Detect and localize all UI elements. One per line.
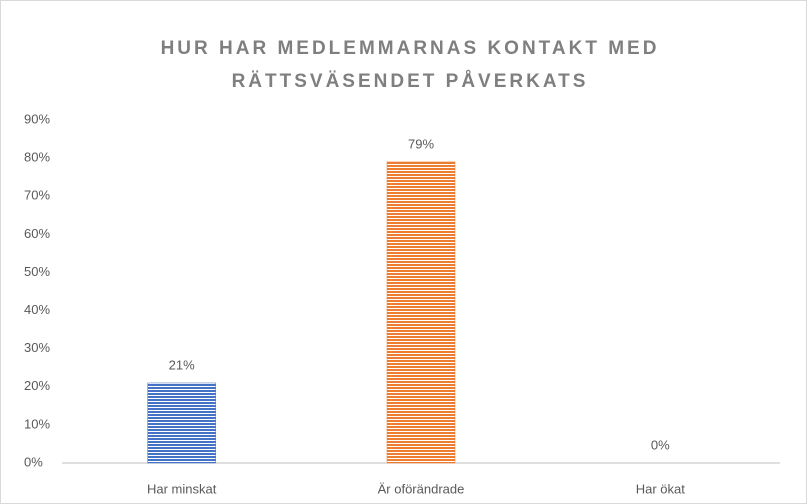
y-tick-label: 60% <box>24 226 50 241</box>
y-tick-label: 0% <box>24 454 43 469</box>
y-tick-label: 40% <box>24 302 50 317</box>
data-label: 79% <box>408 136 434 151</box>
y-tick-label: 80% <box>24 150 50 165</box>
y-tick-label: 70% <box>24 188 50 203</box>
x-tick-label: Är oförändrade <box>378 481 465 496</box>
x-tick-label: Har minskat <box>147 481 217 496</box>
y-tick-label: 90% <box>24 111 50 126</box>
x-tick-label: Har ökat <box>636 481 686 496</box>
chart-title: HUR HAR MEDLEMMARNAS KONTAKT MED RÄTTSVÄ… <box>160 38 660 92</box>
y-tick-label: 30% <box>24 340 50 355</box>
bar <box>147 382 216 464</box>
y-tick-label: 10% <box>24 416 50 431</box>
data-label: 21% <box>169 357 195 372</box>
bar <box>386 161 456 464</box>
y-tick-label: 50% <box>24 264 50 279</box>
y-tick-label: 20% <box>24 378 50 393</box>
data-label: 0% <box>651 437 670 452</box>
